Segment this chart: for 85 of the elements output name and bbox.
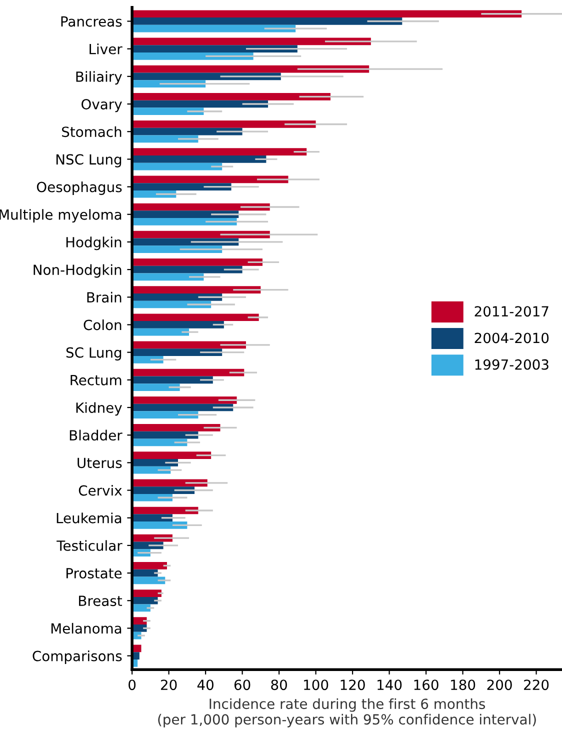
x-tick-label: 60 (234, 680, 250, 690)
bar (132, 590, 162, 597)
bar (132, 120, 316, 128)
x-tick-label: 100 (304, 680, 328, 690)
bar (132, 230, 270, 238)
y-tick-label: Kidney (76, 402, 122, 416)
bar (132, 321, 224, 328)
bar (132, 452, 212, 459)
bar (132, 486, 195, 494)
y-tick-label: Stomach (62, 126, 122, 138)
x-tick-label: 0 (128, 680, 136, 690)
y-tick-label: Ovary (82, 98, 122, 112)
x-tick-label: 80 (271, 680, 287, 690)
bar (132, 10, 522, 18)
bar (132, 176, 288, 184)
bar (132, 348, 222, 356)
bar (132, 384, 180, 391)
x-tick-label: 180 (451, 680, 476, 690)
x-tick-label: 140 (378, 680, 402, 690)
x-axis-title: Incidence rate during the first 6 months (per 1,000 person-years with 95% confidence interval) (158, 698, 536, 728)
y-tick-label: Breast (79, 596, 122, 606)
bar (132, 286, 261, 294)
bar (132, 368, 244, 376)
legend-label: 1997-2003 (475, 359, 548, 370)
y-tick-label: Brain (87, 292, 122, 303)
bar (132, 458, 178, 466)
bar (132, 431, 198, 439)
y-tick-label: NSC Lung (56, 154, 122, 168)
bar (132, 273, 204, 281)
y-tick-label: Biliairy (76, 71, 122, 85)
bar (132, 72, 281, 80)
bar (132, 424, 220, 432)
bar (132, 162, 222, 170)
y-tick-label: Bladder (70, 430, 122, 441)
bar (132, 411, 198, 419)
y-tick-label: Non-Hodgkin (34, 264, 122, 278)
bar (132, 128, 242, 136)
bar (132, 328, 190, 336)
bar (132, 210, 239, 218)
bar (132, 148, 307, 156)
y-tick-label: Oesophagus (36, 182, 122, 195)
bar (132, 218, 237, 226)
x-tick-label: 20 (160, 680, 177, 690)
bar (132, 522, 188, 529)
bar (132, 24, 296, 32)
bar (132, 596, 158, 604)
bar (132, 514, 172, 522)
legend-label: 2004-2010 (474, 332, 549, 344)
x-tick-label: 200 (487, 680, 512, 690)
y-tick-label: Comparisons (32, 650, 122, 664)
y-tick-label: Cervix (78, 484, 122, 496)
bar (132, 396, 237, 404)
y-tick-label: Rectum (70, 375, 122, 386)
bar (132, 479, 208, 487)
y-tick-label: Hodgkin (66, 236, 122, 250)
y-tick-label: Melanoma (51, 622, 122, 634)
y-tick-label: Leukemia (56, 512, 122, 524)
bar (132, 52, 254, 60)
y-tick-label: Colon (84, 319, 122, 330)
legend-label: 2011-2017 (474, 306, 548, 317)
bar (132, 246, 222, 253)
bar (132, 45, 298, 53)
y-tick-label: SC Lung (66, 347, 122, 360)
bar (132, 92, 330, 100)
y-tick-label: Liver (90, 44, 122, 54)
bar (132, 156, 266, 163)
bar (132, 293, 222, 301)
bar (132, 18, 402, 25)
x-tick-label: 120 (340, 680, 365, 690)
x-tick-label: 40 (197, 680, 214, 690)
y-tick-label: Testicular (56, 540, 122, 551)
bar (132, 562, 167, 570)
bar (132, 494, 172, 502)
x-tick-label: 220 (524, 680, 549, 690)
bar (132, 258, 263, 266)
y-tick-label: Pancreas (61, 16, 122, 27)
bar (132, 183, 232, 190)
y-tick-label: Uterus (78, 458, 122, 468)
bar (132, 108, 204, 116)
bar (132, 266, 242, 274)
bar (132, 576, 166, 584)
bar (132, 314, 259, 322)
x-tick-label: 160 (414, 680, 438, 690)
bar (132, 376, 213, 384)
y-tick-label: Prostate (66, 568, 122, 579)
